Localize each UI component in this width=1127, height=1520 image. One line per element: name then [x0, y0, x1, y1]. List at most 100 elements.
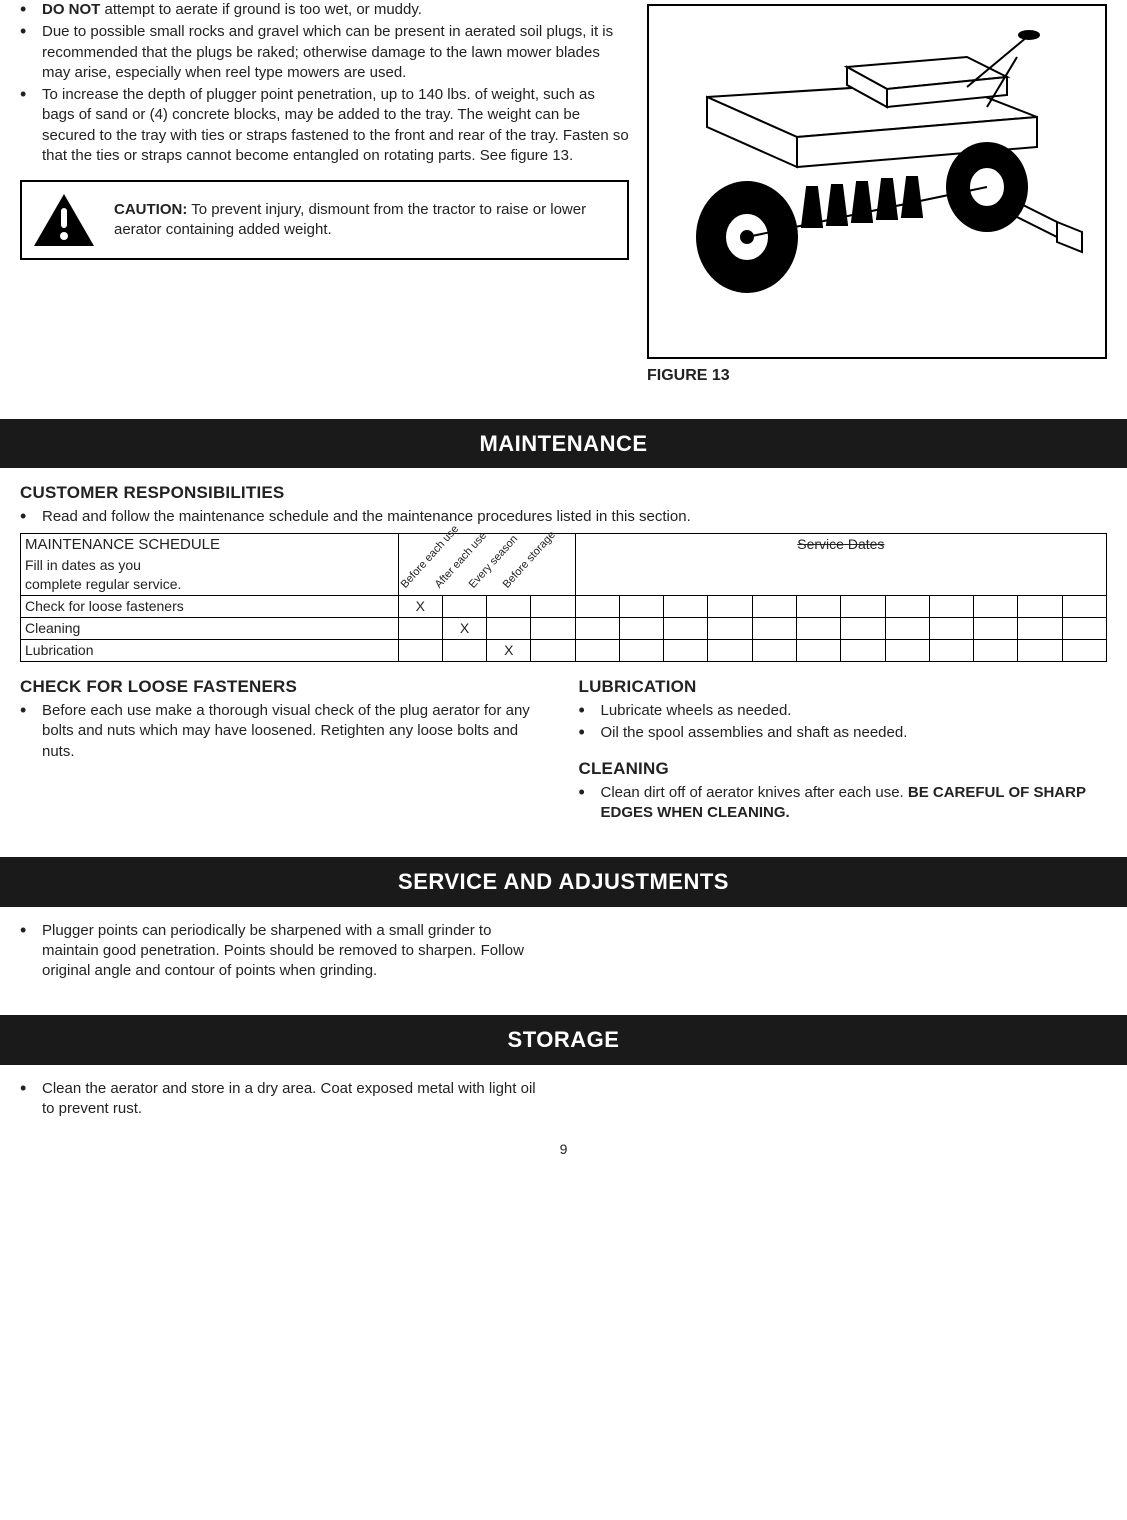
service-bullets: Plugger points can periodically be sharp… — [20, 921, 549, 982]
service-bullet: Plugger points can periodically be sharp… — [20, 921, 549, 982]
svc-cell — [797, 640, 841, 662]
cleaning-bullet: Clean dirt off of aerator knives after e… — [579, 783, 1108, 824]
bullet-rake: Due to possible small rocks and gravel w… — [20, 22, 629, 83]
svc-cell — [797, 618, 841, 640]
mark — [398, 640, 442, 662]
svc-cell — [664, 596, 708, 618]
cleaning-heading: CLEANING — [579, 758, 1108, 781]
row-label: Cleaning — [21, 618, 399, 640]
caution-text: CAUTION: To prevent injury, dismount fro… — [114, 200, 613, 241]
svc-cell — [1018, 596, 1062, 618]
customer-bullets: Read and follow the maintenance schedule… — [20, 507, 1107, 527]
svc-cell — [929, 618, 973, 640]
check-fasteners-bullets: Before each use make a thorough visual c… — [20, 701, 549, 762]
banner-storage: STORAGE — [0, 1015, 1127, 1065]
svc-cell — [708, 640, 752, 662]
customer-heading: CUSTOMER RESPONSIBILITIES — [20, 482, 1107, 505]
svc-cell — [885, 618, 929, 640]
svc-cell — [752, 596, 796, 618]
svc-cell — [885, 596, 929, 618]
svc-cell — [575, 640, 619, 662]
service-col-left: Plugger points can periodically be sharp… — [20, 921, 549, 984]
caution-box: CAUTION: To prevent injury, dismount fro… — [20, 180, 629, 260]
lubrication-b1: Lubricate wheels as needed. — [579, 701, 1108, 721]
check-fasteners-bullet: Before each use make a thorough visual c… — [20, 701, 549, 762]
table-row: Check for loose fasteners X — [21, 596, 1107, 618]
svc-cell — [929, 640, 973, 662]
schedule-sub1: Fill in dates as you — [25, 557, 141, 573]
svc-cell — [708, 596, 752, 618]
caution-label: CAUTION: — [114, 201, 187, 218]
caution-icon — [32, 192, 96, 248]
svc-cell — [841, 640, 885, 662]
operating-bullets: DO NOT attempt to aerate if ground is to… — [20, 0, 629, 166]
lubrication-b2: Oil the spool assemblies and shaft as ne… — [579, 723, 1108, 743]
storage-two-col: Clean the aerator and store in a dry are… — [20, 1079, 1107, 1122]
svc-cell — [752, 640, 796, 662]
banner-maintenance: MAINTENANCE — [0, 419, 1127, 469]
storage-bullets: Clean the aerator and store in a dry are… — [20, 1079, 549, 1120]
mark — [442, 596, 486, 618]
aerator-illustration — [667, 27, 1087, 337]
col-right: LUBRICATION Lubricate wheels as needed. … — [579, 668, 1108, 825]
service-two-col: Plugger points can periodically be sharp… — [20, 921, 1107, 984]
svc-cell — [619, 618, 663, 640]
figure-13-box — [647, 4, 1107, 359]
top-right-column: FIGURE 13 — [647, 0, 1107, 387]
svc-cell — [885, 640, 929, 662]
col-left: CHECK FOR LOOSE FASTENERS Before each us… — [20, 668, 549, 825]
mark — [531, 640, 575, 662]
cleaning-pre: Clean dirt off of aerator knives after e… — [601, 784, 908, 801]
mark: X — [442, 618, 486, 640]
table-header-row: MAINTENANCE SCHEDULE Fill in dates as yo… — [21, 534, 1107, 596]
customer-bullet: Read and follow the maintenance schedule… — [20, 507, 1107, 527]
table-row: Cleaning X — [21, 618, 1107, 640]
mark — [531, 618, 575, 640]
cleaning-bullets: Clean dirt off of aerator knives after e… — [579, 783, 1108, 824]
svc-cell — [1062, 618, 1106, 640]
svc-cell — [752, 618, 796, 640]
mark — [531, 596, 575, 618]
top-left-column: DO NOT attempt to aerate if ground is to… — [20, 0, 629, 387]
svc-cell — [974, 640, 1018, 662]
svc-cell — [974, 618, 1018, 640]
mark — [442, 640, 486, 662]
svc-cell — [619, 596, 663, 618]
figure-label: FIGURE 13 — [647, 365, 1107, 387]
storage-col-right — [579, 1079, 1108, 1122]
svc-cell — [1018, 640, 1062, 662]
svc-cell — [841, 618, 885, 640]
bullet-donot: DO NOT attempt to aerate if ground is to… — [20, 0, 629, 20]
service-dates-header: Service Dates — [575, 534, 1106, 596]
mark — [487, 596, 531, 618]
mark: X — [487, 640, 531, 662]
check-fasteners-heading: CHECK FOR LOOSE FASTENERS — [20, 676, 549, 699]
row-label: Lubrication — [21, 640, 399, 662]
mark — [398, 618, 442, 640]
svc-cell — [664, 618, 708, 640]
svc-cell — [974, 596, 1018, 618]
svc-cell — [575, 596, 619, 618]
donot-label: DO NOT — [42, 1, 100, 18]
lubrication-bullets: Lubricate wheels as needed. Oil the spoo… — [579, 701, 1108, 744]
schedule-title: MAINTENANCE SCHEDULE — [25, 536, 220, 553]
svc-cell — [1018, 618, 1062, 640]
svc-cell — [619, 640, 663, 662]
diagonal-headers: Before each use After each use Every sea… — [398, 534, 575, 596]
maintenance-two-col: CHECK FOR LOOSE FASTENERS Before each us… — [20, 668, 1107, 825]
maintenance-schedule-table: MAINTENANCE SCHEDULE Fill in dates as yo… — [20, 533, 1107, 662]
mark: X — [398, 596, 442, 618]
mark — [487, 618, 531, 640]
storage-col-left: Clean the aerator and store in a dry are… — [20, 1079, 549, 1122]
bullet-weight: To increase the depth of plugger point p… — [20, 85, 629, 166]
schedule-sub2: complete regular service. — [25, 576, 181, 592]
schedule-title-cell: MAINTENANCE SCHEDULE Fill in dates as yo… — [21, 534, 399, 596]
svc-cell — [929, 596, 973, 618]
table-row: Lubrication X — [21, 640, 1107, 662]
svc-cell — [797, 596, 841, 618]
top-row: DO NOT attempt to aerate if ground is to… — [20, 0, 1107, 387]
svc-cell — [1062, 596, 1106, 618]
service-col-right — [579, 921, 1108, 984]
storage-bullet: Clean the aerator and store in a dry are… — [20, 1079, 549, 1120]
svc-cell — [664, 640, 708, 662]
